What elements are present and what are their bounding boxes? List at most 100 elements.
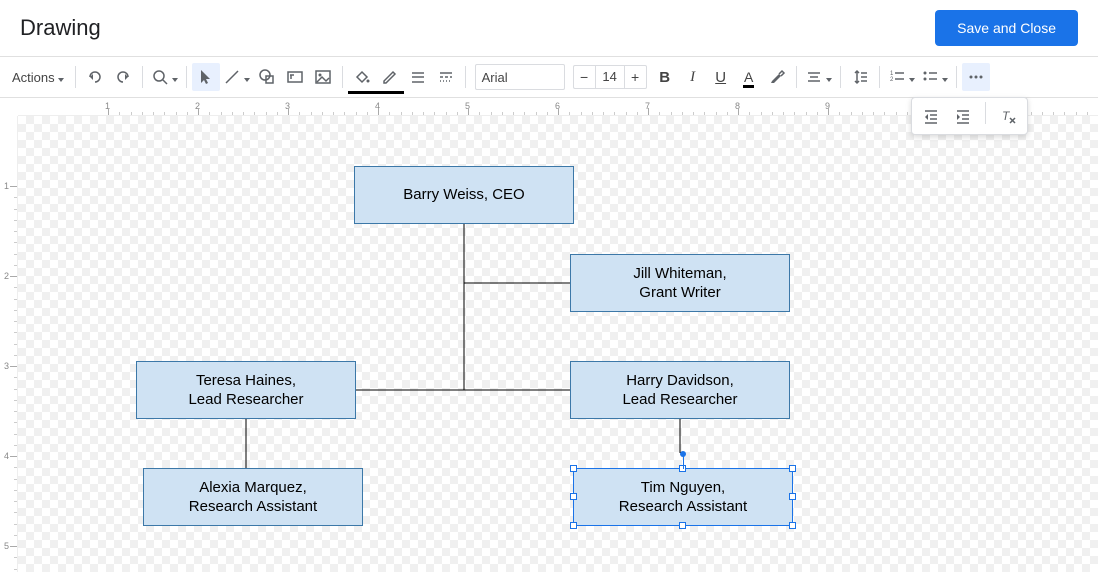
separator [342,66,343,88]
font-size-increase[interactable]: + [625,65,647,89]
align-button[interactable] [802,63,835,91]
selection-handle[interactable] [789,493,796,500]
bold-button[interactable]: B [651,63,679,91]
org-node-label: Barry Weiss, CEO [403,185,524,205]
org-node-lead2[interactable]: Harry Davidson,Lead Researcher [570,361,790,419]
highlight-button[interactable] [763,63,791,91]
svg-text:2: 2 [890,77,894,83]
text-color-icon: A [744,69,753,85]
caret-down-icon [823,70,832,85]
selection-handle[interactable] [789,465,796,472]
border-weight-button[interactable] [404,63,432,91]
separator [879,66,880,88]
indent-increase-button[interactable] [948,102,978,130]
connection-point[interactable] [680,451,686,457]
org-node-ra1[interactable]: Alexia Marquez,Research Assistant [143,468,363,526]
caret-down-icon [55,70,64,85]
overflow-toolbar-popup: T [911,97,1028,135]
indent-decrease-button[interactable] [916,102,946,130]
selection-handle[interactable] [679,522,686,529]
separator [142,66,143,88]
org-node-ceo[interactable]: Barry Weiss, CEO [354,166,574,224]
underline-button[interactable]: U [707,63,735,91]
org-node-label: Alexia Marquez,Research Assistant [189,478,317,517]
separator [465,66,466,88]
select-tool[interactable] [192,63,220,91]
bulleted-list-button[interactable] [918,63,951,91]
italic-icon: I [690,69,695,86]
bold-icon: B [659,69,670,86]
caret-down-icon [939,70,948,85]
caret-down-icon [241,70,250,85]
org-node-lead1[interactable]: Teresa Haines,Lead Researcher [136,361,356,419]
svg-text:T: T [1002,109,1011,123]
indent-increase-icon [954,107,972,125]
image-icon [314,68,332,86]
selection-handle[interactable] [570,493,577,500]
line-dash-icon [437,68,455,86]
line-spacing-button[interactable] [846,63,874,91]
separator [840,66,841,88]
indent-decrease-icon [922,107,940,125]
separator [796,66,797,88]
font-size-group: − 14 + [573,65,647,89]
font-size-value[interactable]: 14 [595,65,625,89]
text-color-button[interactable]: A [735,63,763,91]
shape-tool[interactable] [253,63,281,91]
border-color-button[interactable] [376,63,404,91]
actions-label: Actions [12,70,55,85]
selection-handle[interactable] [570,465,577,472]
line-spacing-icon [851,68,869,86]
align-icon [805,68,823,86]
redo-button[interactable] [109,63,137,91]
font-family-select[interactable]: Arial [475,64,565,90]
caret-down-icon [906,70,915,85]
org-node-label: Harry Davidson,Lead Researcher [622,371,737,410]
actions-menu[interactable]: Actions [6,63,70,91]
line-icon [223,68,241,86]
textbox-tool[interactable] [281,63,309,91]
more-button[interactable] [962,63,990,91]
zoom-button[interactable] [148,63,181,91]
cursor-icon [197,68,215,86]
drawing-canvas[interactable]: Barry Weiss, CEO Jill Whiteman,Grant Writ… [18,116,1098,572]
highlighter-icon [768,68,786,86]
fill-color-button[interactable] [348,63,376,91]
textbox-icon [286,68,304,86]
clear-formatting-icon: T [999,107,1017,125]
separator [75,66,76,88]
org-node-ra2[interactable]: Tim Nguyen,Research Assistant [573,468,793,526]
font-size-decrease[interactable]: − [573,65,595,89]
vertical-ruler: 12345 [0,116,18,572]
header: Drawing Save and Close [0,0,1098,56]
image-tool[interactable] [309,63,337,91]
org-node-label: Jill Whiteman,Grant Writer [633,264,726,303]
selection-handle[interactable] [789,522,796,529]
undo-button[interactable] [81,63,109,91]
org-node-label: Tim Nguyen,Research Assistant [619,478,747,517]
org-node-label: Teresa Haines,Lead Researcher [188,371,303,410]
zoom-icon [151,68,169,86]
workspace: 12345 Barry Weiss, CEO Jill Whiteman,Gran… [0,116,1098,572]
pencil-icon [381,68,399,86]
selection-handle[interactable] [570,522,577,529]
italic-button[interactable]: I [679,63,707,91]
border-dash-button[interactable] [432,63,460,91]
paint-bucket-icon [353,68,371,86]
font-name: Arial [482,70,508,85]
numbered-list-button[interactable]: 12 [885,63,918,91]
page-title: Drawing [20,15,101,41]
separator [186,66,187,88]
save-and-close-button[interactable]: Save and Close [935,10,1078,46]
separator [956,66,957,88]
org-node-grant[interactable]: Jill Whiteman,Grant Writer [570,254,790,312]
toolbar: Actions Arial [0,56,1098,98]
clear-formatting-button[interactable]: T [993,102,1023,130]
separator [985,102,986,124]
numbered-list-icon: 12 [888,68,906,86]
line-weight-icon [409,68,427,86]
undo-icon [86,68,104,86]
shape-icon [258,68,276,86]
line-tool[interactable] [220,63,253,91]
caret-down-icon [169,70,178,85]
